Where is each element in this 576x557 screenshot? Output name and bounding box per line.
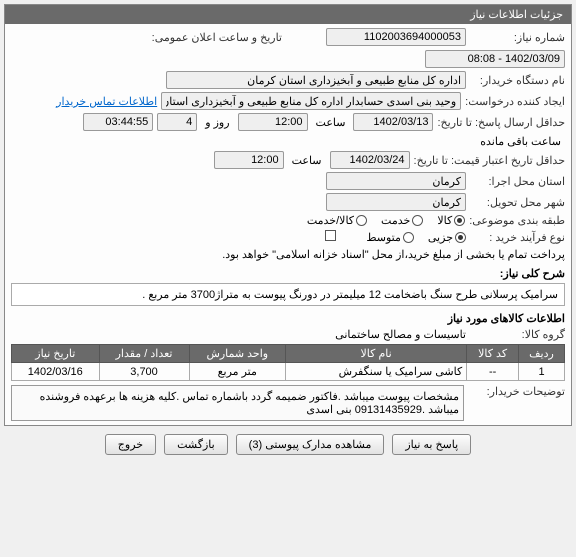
- proc-partial-radio[interactable]: جزیی: [428, 231, 466, 244]
- group-value: تاسیسات و مصالح ساختمانی: [335, 328, 466, 341]
- radio-icon: [356, 215, 367, 226]
- col-date: تاریخ نیاز: [12, 345, 100, 363]
- items-table: ردیف کد کالا نام کالا واحد شمارش تعداد /…: [11, 344, 565, 381]
- contact-link[interactable]: اطلاعات تماس خریدار: [56, 95, 157, 108]
- buyer-note-text: مشخصات پیوست میباشد .فاکتور ضمیمه گردد ب…: [11, 385, 464, 421]
- back-button[interactable]: بازگشت: [164, 434, 228, 455]
- buyer-org-label: نام دستگاه خریدار:: [470, 74, 565, 87]
- deadline-reply-label: حداقل ارسال پاسخ: تا تاریخ:: [437, 116, 565, 129]
- proc-mid-text: متوسط: [366, 231, 401, 244]
- cell-unit: متر مربع: [189, 363, 286, 381]
- items-section-title: اطلاعات کالاهای مورد نیاز: [11, 312, 565, 325]
- col-code: کد کالا: [467, 345, 519, 363]
- proc-partial-text: جزیی: [428, 231, 453, 244]
- radio-selected-icon: [455, 232, 466, 243]
- overview-label: شرح کلی نیاز:: [11, 267, 565, 280]
- exec-prov-field: [326, 172, 466, 190]
- cat-goods-text: کالا: [437, 214, 452, 227]
- deliv-city-label: شهر محل تحویل:: [470, 196, 565, 209]
- cat-service-radio[interactable]: خدمت: [381, 214, 423, 227]
- col-unit: واحد شمارش: [189, 345, 286, 363]
- deadline-reply-date: [353, 113, 433, 131]
- remain-days: [157, 113, 197, 131]
- overview-text: سرامیک پرسلانی طرح سنگ باضخامت 12 میلیمت…: [11, 283, 565, 306]
- time-label-2: ساعت: [288, 154, 326, 167]
- exec-prov-label: استان محل اجرا:: [470, 175, 565, 188]
- need-no-field: [326, 28, 466, 46]
- time-label-1: ساعت: [312, 116, 350, 129]
- buyer-org-field: [166, 71, 466, 89]
- radio-icon: [412, 215, 423, 226]
- announce-field: [425, 50, 565, 68]
- col-name: نام کالا: [286, 345, 467, 363]
- cell-name: کاشی سرامیک یا سنگفرش: [286, 363, 467, 381]
- category-label: طبقه بندی موضوعی:: [469, 214, 565, 227]
- requester-field: [161, 92, 461, 110]
- table-row: 1 -- کاشی سرامیک یا سنگفرش متر مربع 3,70…: [12, 363, 565, 381]
- attachments-button[interactable]: مشاهده مدارک پیوستی (3): [236, 434, 385, 455]
- col-row: ردیف: [519, 345, 565, 363]
- pay-checkbox[interactable]: [325, 230, 336, 244]
- remain-label-1: روز و: [201, 116, 233, 129]
- buyer-note-label: توضیحات خریدار:: [470, 385, 565, 398]
- remain-time: [83, 113, 153, 131]
- cat-both-radio[interactable]: کالا/خدمت: [307, 214, 367, 227]
- panel-title: جزئیات اطلاعات نیاز: [5, 5, 571, 24]
- requester-label: ایجاد کننده درخواست:: [465, 95, 565, 108]
- button-row: پاسخ به نیاز مشاهده مدارک پیوستی (3) باز…: [4, 434, 572, 455]
- proc-mid-radio[interactable]: متوسط: [366, 231, 414, 244]
- valid-date: [330, 151, 410, 169]
- details-panel: جزئیات اطلاعات نیاز شماره نیاز: تاریخ و …: [4, 4, 572, 426]
- cell-date: 1402/03/16: [12, 363, 100, 381]
- need-no-label: شماره نیاز:: [470, 31, 565, 44]
- proc-label: نوع فرآیند خرید :: [470, 231, 565, 244]
- radio-icon: [403, 232, 414, 243]
- cat-goods-radio[interactable]: کالا: [437, 214, 465, 227]
- checkbox-icon: [325, 230, 336, 241]
- pay-note: پرداخت تمام یا بخشی از مبلغ خرید،از محل …: [222, 248, 565, 261]
- announce-label: تاریخ و ساعت اعلان عمومی:: [152, 31, 282, 44]
- col-qty: تعداد / مقدار: [99, 345, 189, 363]
- deadline-reply-time: [238, 113, 308, 131]
- reply-button[interactable]: پاسخ به نیاز: [392, 434, 471, 455]
- cat-both-text: کالا/خدمت: [307, 214, 354, 227]
- group-label: گروه کالا:: [470, 328, 565, 341]
- valid-time: [214, 151, 284, 169]
- cell-row: 1: [519, 363, 565, 381]
- radio-selected-icon: [454, 215, 465, 226]
- cell-qty: 3,700: [99, 363, 189, 381]
- cell-code: --: [467, 363, 519, 381]
- exit-button[interactable]: خروج: [105, 434, 156, 455]
- cat-service-text: خدمت: [381, 214, 410, 227]
- remain-label-2: ساعت باقی مانده: [476, 135, 565, 148]
- valid-label: حداقل تاریخ اعتبار قیمت: تا تاریخ:: [414, 154, 565, 167]
- deliv-city-field: [326, 193, 466, 211]
